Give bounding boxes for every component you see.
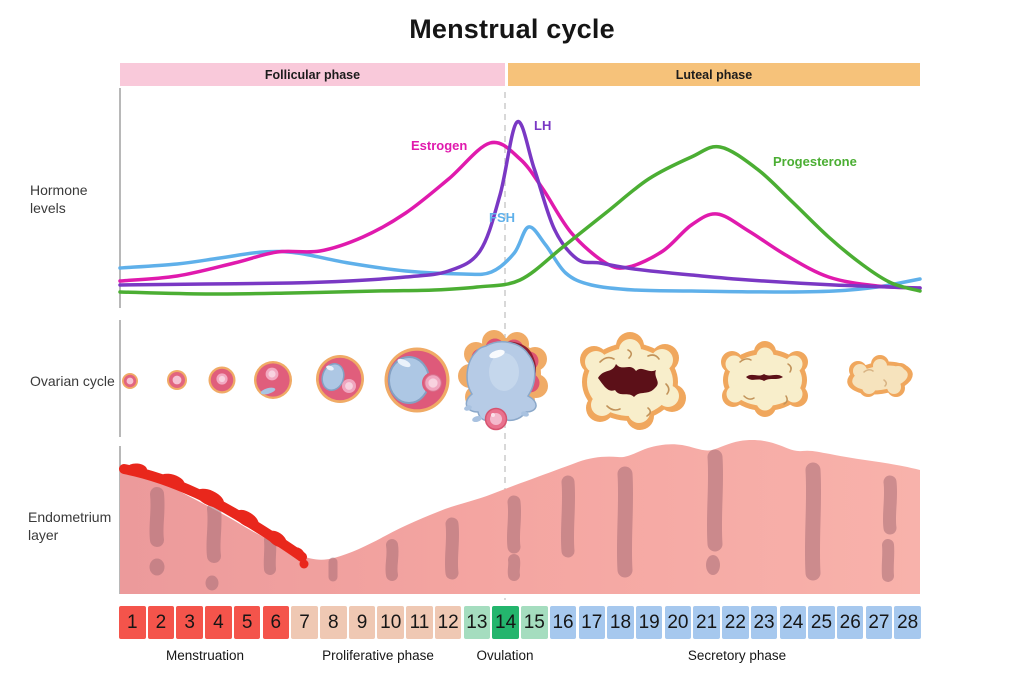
ovulation-label: Ovulation bbox=[476, 648, 534, 663]
corpus-luteum-large bbox=[580, 332, 686, 430]
day-cell-14: 14 bbox=[492, 606, 519, 639]
follicle-stage-5 bbox=[316, 355, 364, 403]
day-cell-10: 10 bbox=[377, 606, 404, 639]
proliferative-phase-label: Proliferative phase bbox=[322, 648, 434, 663]
day-cell-13: 13 bbox=[463, 606, 491, 639]
day-cell-4: 4 bbox=[205, 606, 232, 639]
page-title: Menstrual cycle bbox=[409, 14, 615, 44]
day-cell-27: 27 bbox=[865, 606, 893, 639]
day-cell-11: 11 bbox=[406, 606, 433, 639]
luteal-phase-bar: Luteal phase bbox=[508, 63, 920, 86]
secretory-phase-label: Secretory phase bbox=[687, 648, 787, 663]
fsh-curve bbox=[118, 225, 922, 294]
corpus-luteum-small bbox=[721, 341, 808, 417]
progesterone-label: Progesterone bbox=[773, 154, 857, 169]
ovarian-cycle-illustration bbox=[122, 330, 913, 431]
ovarian-cycle-row-label: Ovarian cycle bbox=[30, 373, 115, 389]
hormone-levels-row-label: Hormone levels bbox=[30, 182, 88, 217]
day-cell-25: 25 bbox=[808, 606, 835, 639]
estrogen-label: Estrogen bbox=[411, 138, 468, 153]
uterine-glands bbox=[149, 449, 898, 591]
day-cell-18: 18 bbox=[607, 606, 634, 639]
day-cell-21: 21 bbox=[693, 606, 720, 639]
day-cell-16: 16 bbox=[549, 606, 577, 639]
hormone-curves bbox=[118, 120, 922, 296]
follicular-phase-bar: Follicular phase bbox=[120, 63, 505, 86]
endometrium-layer-row-label: Endometrium layer bbox=[28, 509, 112, 544]
day-cell-1: 1 bbox=[119, 606, 146, 639]
day-cell-28: 28 bbox=[894, 606, 921, 639]
day-cell-17: 17 bbox=[578, 606, 605, 639]
day-cell-22: 22 bbox=[722, 606, 749, 639]
day-strip: 1 2 3 4 5 6 7 8 9 10 11 12 13 14 15 16 17 18 19 20 21 22 23 24 2… bbox=[119, 606, 921, 639]
follicle-stage-3 bbox=[208, 366, 236, 394]
menstrual-blood bbox=[119, 463, 309, 569]
follicle-ovulation bbox=[458, 330, 548, 431]
corpus-albicans bbox=[847, 355, 913, 397]
day-cell-8: 8 bbox=[320, 606, 347, 639]
day-cell-3: 3 bbox=[176, 606, 203, 639]
estrogen-curve bbox=[118, 140, 922, 290]
day-cell-9: 9 bbox=[348, 606, 376, 639]
follicle-stage-1 bbox=[122, 373, 138, 389]
day-cell-6: 6 bbox=[262, 606, 290, 639]
day-cell-5: 5 bbox=[233, 606, 261, 639]
day-cell-20: 20 bbox=[664, 606, 692, 639]
follicle-stage-2 bbox=[167, 370, 187, 390]
day-cell-19: 19 bbox=[635, 606, 663, 639]
day-cell-26: 26 bbox=[836, 606, 864, 639]
day-cell-7: 7 bbox=[291, 606, 318, 639]
menstruation-label: Menstruation bbox=[165, 648, 245, 663]
follicle-stage-4 bbox=[254, 361, 292, 399]
lh-curve bbox=[118, 120, 922, 290]
lh-label: LH bbox=[534, 118, 552, 133]
day-cell-2: 2 bbox=[147, 606, 175, 639]
luteal-phase-label: Luteal phase bbox=[675, 67, 753, 82]
progesterone-curve bbox=[118, 144, 922, 296]
day-cell-15: 15 bbox=[521, 606, 548, 639]
day-cell-12: 12 bbox=[434, 606, 462, 639]
fsh-label: FSH bbox=[489, 210, 515, 225]
follicular-phase-label: Follicular phase bbox=[264, 67, 361, 82]
follicle-stage-6 bbox=[384, 347, 450, 413]
day-cell-23: 23 bbox=[750, 606, 778, 639]
day-cell-24: 24 bbox=[779, 606, 807, 639]
endometrium-illustration bbox=[119, 440, 920, 594]
